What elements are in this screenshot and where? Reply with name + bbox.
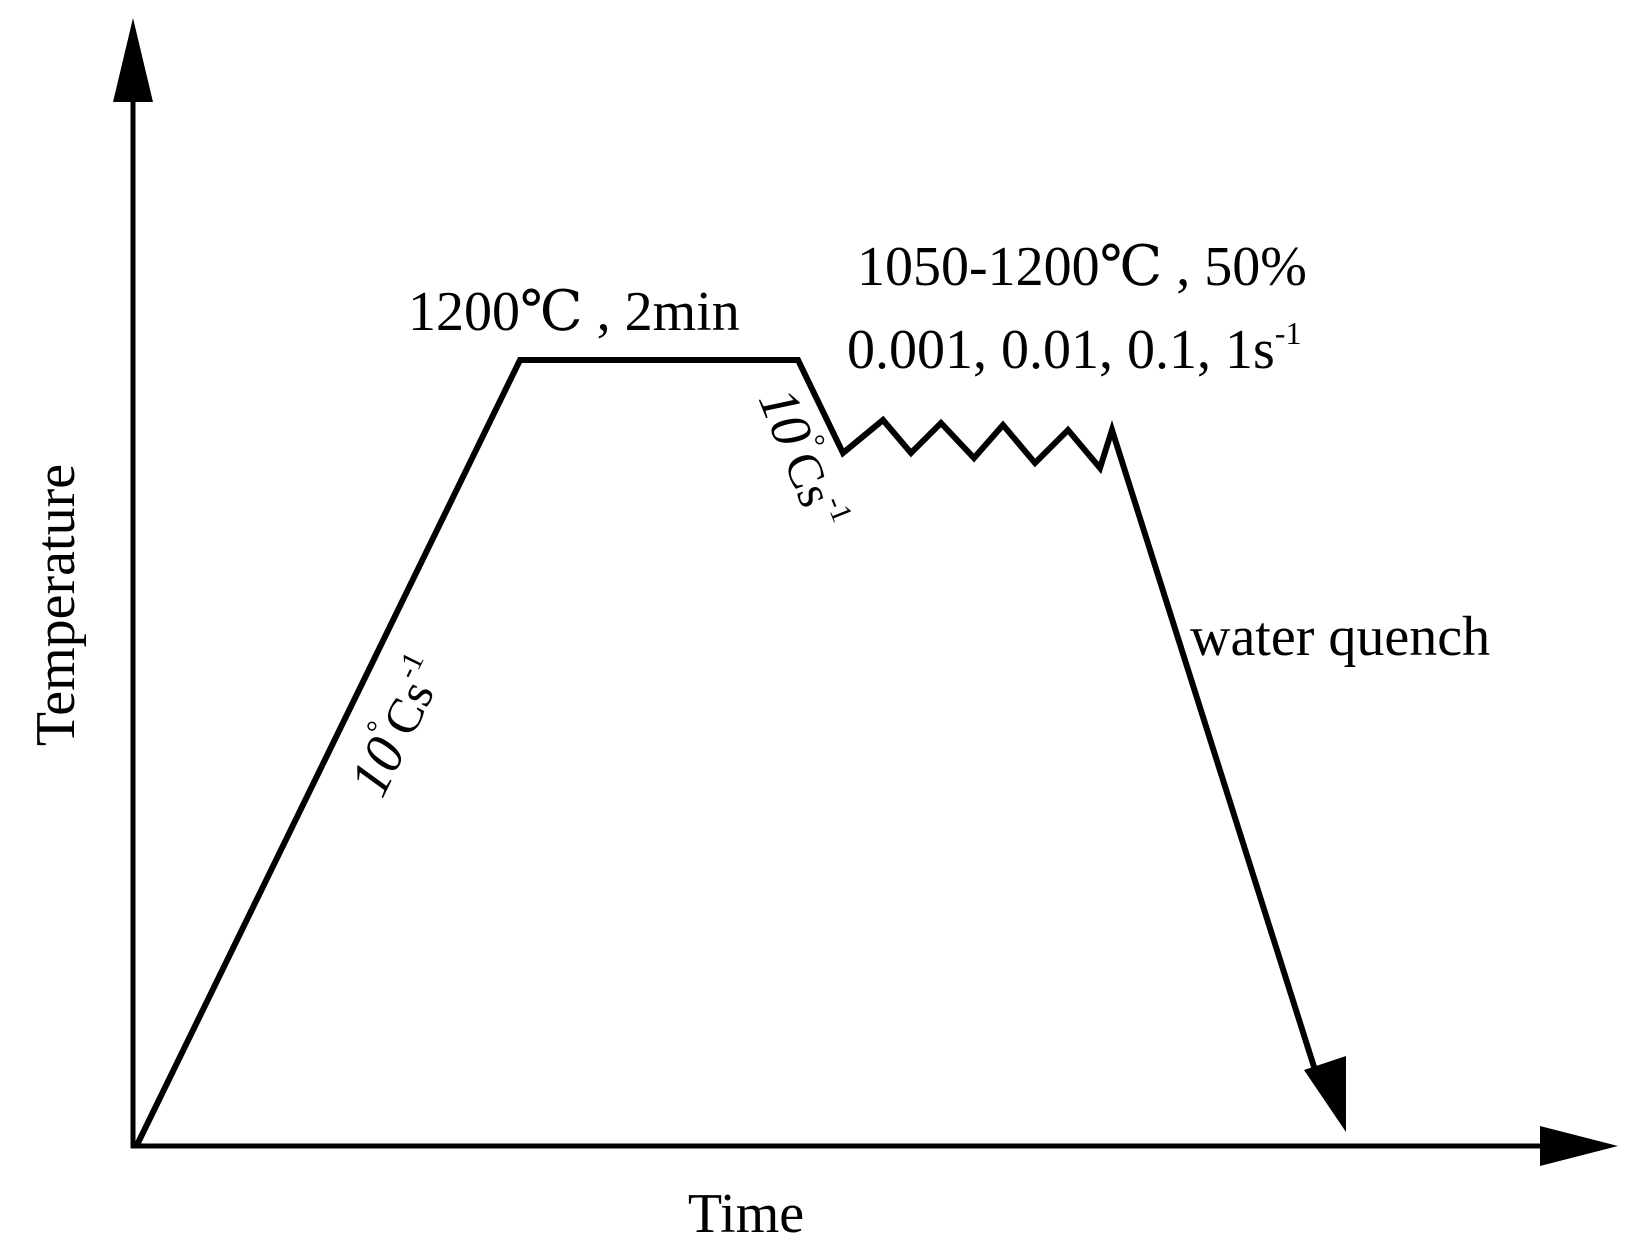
quench-label: water quench: [1190, 606, 1490, 668]
x-axis-label: Time: [688, 1183, 804, 1245]
strain-rate-label: 0.001, 0.01, 0.1, 1s-1: [847, 315, 1301, 381]
svg-text:10°Cs-1: 10°Cs-1: [335, 646, 457, 806]
strain-rate-exponent: -1: [1275, 315, 1302, 351]
strain-rate-text: 0.001, 0.01, 0.1, 1s: [847, 319, 1275, 381]
quench-arrowhead: [1304, 1056, 1346, 1132]
deform-temp-label: 1050-1200℃ , 50%: [857, 236, 1307, 298]
y-axis-label: Temperature: [25, 464, 87, 746]
x-axis-arrowhead: [1540, 1126, 1618, 1166]
y-axis-arrowhead: [113, 18, 153, 102]
soak-label: 1200℃ , 2min: [408, 281, 740, 343]
cooling-rate-label: 10°Cs-1: [746, 379, 861, 539]
heating-rate-number: 10: [338, 728, 418, 806]
svg-text:10°Cs-1: 10°Cs-1: [746, 379, 861, 539]
process-curve: [134, 357, 1318, 1147]
heating-rate-label: 10°Cs-1: [335, 646, 457, 806]
